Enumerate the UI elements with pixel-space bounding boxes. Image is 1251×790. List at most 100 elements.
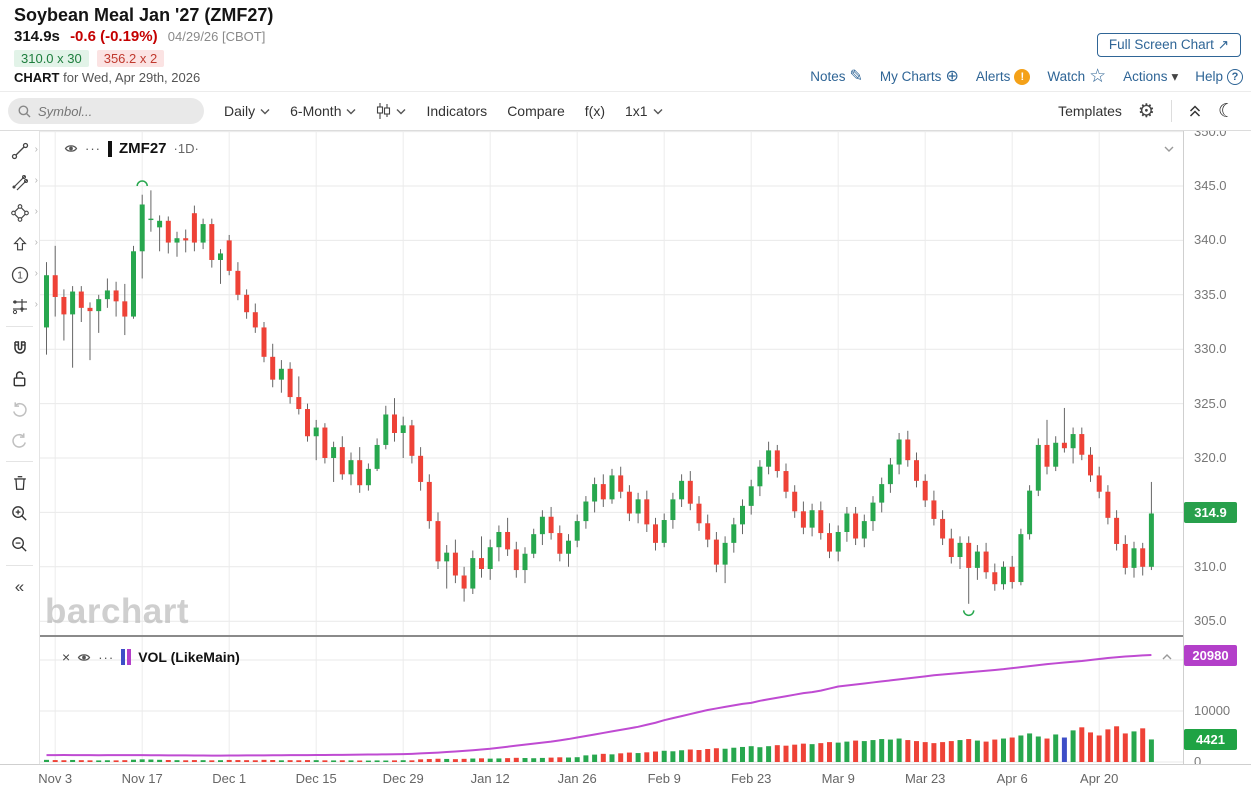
trendline-tool[interactable]: › [0,135,39,166]
trash-icon [13,475,26,490]
price-axis[interactable]: 350.0 345.0 340.0 335.0 330.0 325.0 320.0 310.0… [1183,131,1251,764]
header-links: Notes ✎ My Charts ⊕ Alerts ! Watch ☆ Act… [810,67,1243,86]
time-axis[interactable]: Nov 3 Nov 17 Dec 1 Dec 15 Dec 29 Jan 12 Jan 26… [0,764,1251,790]
legend-symbol: ZMF27 [119,140,167,157]
legend-interval: ·1D· [173,141,199,156]
zoom-out-icon [12,537,27,552]
eye-visibility-icon[interactable] [77,652,91,663]
collapse-panel-icon[interactable] [1188,104,1202,118]
magnet-tool[interactable] [0,332,39,363]
redo-icon [12,433,26,448]
delete-drawings[interactable] [0,467,39,498]
time-tick-label: Dec 29 [382,771,424,786]
expressions-button[interactable]: f(x) [584,103,605,119]
settings-gear-icon[interactable]: ⚙ [1137,100,1155,122]
annotation-number-tool[interactable]: 1 › [0,259,39,290]
chart-for-date: for Wed, Apr 29th, 2026 [63,70,201,85]
volume-color-bars [121,649,132,665]
symbol-input[interactable] [38,103,188,119]
eye-visibility-icon[interactable] [64,143,78,154]
watch-link[interactable]: Watch ☆ [1047,66,1107,87]
indicators-button[interactable]: Indicators [426,103,488,119]
time-tick-label: Feb 23 [730,771,772,786]
time-tick-label: Jan 26 [557,771,597,786]
time-tick-label: Mar 9 [821,771,855,786]
main-pane-collapse-icon[interactable] [1163,145,1175,153]
dark-mode-moon-icon[interactable]: ☾ [1217,100,1235,122]
chevron-down-icon [346,108,356,114]
zoom-in-icon [12,506,27,521]
candlestick-chart-canvas[interactable] [40,131,1183,764]
add-chart-icon: ⊕ [945,67,959,85]
time-tick-label: Apr 20 [1080,771,1119,786]
chevron-down-icon [653,108,663,114]
tools-divider [6,565,33,566]
volume-pane-collapse-icon[interactable] [1161,653,1173,661]
series-color-bar [108,140,112,157]
series-menu-icon[interactable]: ··· [85,141,101,156]
time-tick-label: Apr 6 [996,771,1028,786]
polygon-icon [10,203,29,222]
full-screen-chart-button[interactable]: Full Screen Chart ↗ [1096,33,1241,57]
notes-link[interactable]: Notes ✎ [810,67,863,85]
actions-menu[interactable]: Actions ▾ [1123,68,1179,85]
undo[interactable] [0,394,39,425]
close-pane-icon[interactable]: × [62,649,71,665]
grid-layout-dropdown[interactable]: 1x1 [625,103,663,119]
price-change: -0.6 (-0.19%) [70,28,158,45]
last-price-badge: 314.9 [1184,502,1237,524]
open-interest-badge: 20980 [1184,645,1237,666]
range-dropdown[interactable]: 6-Month [290,103,356,119]
arrow-tool[interactable]: › [0,228,39,259]
search-icon [18,105,31,117]
volume-purple-bar [127,649,132,665]
ask-chip: 356.2 x 2 [96,50,165,67]
price-tick-label: 310.0 [1194,558,1227,574]
zoom-in[interactable] [0,498,39,529]
volume-badge: 4421 [1184,729,1237,751]
volume-legend-label: VOL (LikeMain) [138,649,240,665]
price-tick-label: 330.0 [1194,341,1227,357]
shape-tool[interactable]: › [0,197,39,228]
arrow-up-icon [12,236,27,250]
alerts-link[interactable]: Alerts ! [976,68,1031,85]
external-arrow-icon: ↗ [1217,37,1229,52]
drawing-tools-sidebar: › › › [0,131,40,764]
page-title: Soybean Meal Jan '27 (ZMF27) [14,5,274,25]
chart-plot-area[interactable]: barchart ··· ZMF27 ·1D· × [40,131,1183,764]
tools-divider [6,461,33,462]
multi-line-tool[interactable]: › [0,166,39,197]
period-dropdown[interactable]: Daily [224,103,270,119]
lock-tool[interactable] [0,363,39,394]
chart-type-dropdown[interactable] [376,103,406,119]
chart-for-label: CHART [14,70,60,85]
last-price: 314.9s [14,28,60,45]
watch-star-icon: ☆ [1089,66,1107,87]
circled-one-icon: 1 [11,266,28,283]
bid-chip: 310.0 x 30 [14,50,89,67]
compare-button[interactable]: Compare [507,103,565,119]
templates-button[interactable]: Templates [1058,103,1122,119]
page-header: Soybean Meal Jan '27 (ZMF27) 314.9s -0.6… [0,0,1251,92]
unlock-icon [13,371,26,387]
price-tick-label: 350.0 [1194,131,1227,139]
caret-down-icon: ▾ [1171,68,1179,84]
series-menu-icon[interactable]: ··· [98,649,115,665]
price-tick-label: 340.0 [1194,232,1227,248]
collapse-toolbar[interactable]: « [0,571,39,602]
fib-levels-icon [12,298,27,314]
price-tick-label: 320.0 [1194,450,1227,465]
tools-divider [6,326,33,327]
help-link[interactable]: Help ? [1195,68,1243,85]
levels-tool[interactable]: › [0,290,39,321]
zoom-out[interactable] [0,529,39,560]
pitchfork-icon [12,174,28,190]
main-pane-legend: ··· ZMF27 ·1D· [64,140,199,157]
symbol-search[interactable] [8,98,204,124]
trendline-icon [11,142,28,159]
double-chevron-left-icon: « [14,576,25,596]
my-charts-link[interactable]: My Charts ⊕ [879,67,959,85]
volume-tick-label: 10000 [1194,703,1231,718]
chart-shell: › › › [0,131,1251,790]
redo[interactable] [0,425,39,456]
